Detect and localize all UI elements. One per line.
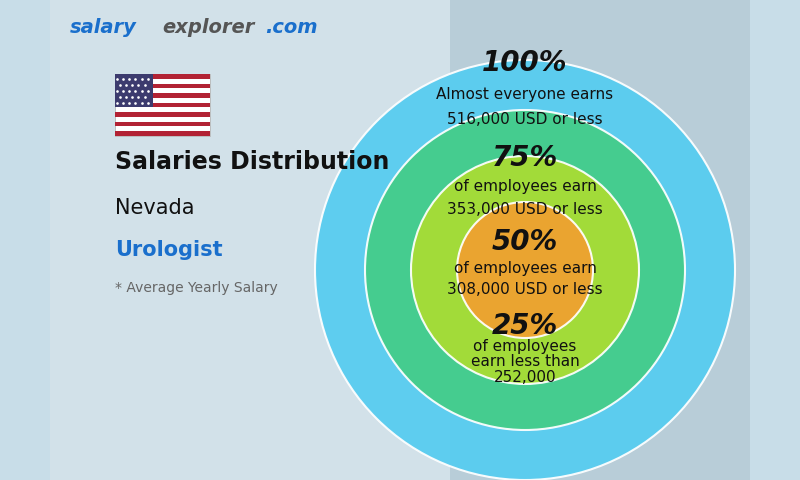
Text: 100%: 100% xyxy=(482,49,568,77)
Circle shape xyxy=(315,60,735,480)
Text: earn less than: earn less than xyxy=(470,355,579,370)
Text: 516,000 USD or less: 516,000 USD or less xyxy=(447,112,603,128)
Text: salary: salary xyxy=(70,18,137,37)
Bar xyxy=(115,103,210,108)
Bar xyxy=(115,74,210,136)
Text: 308,000 USD or less: 308,000 USD or less xyxy=(447,281,603,297)
Text: .com: .com xyxy=(265,18,318,37)
Bar xyxy=(115,131,210,136)
Bar xyxy=(115,122,210,126)
Bar xyxy=(115,112,210,117)
Bar xyxy=(115,74,153,108)
Text: Salaries Distribution: Salaries Distribution xyxy=(115,150,390,174)
Bar xyxy=(50,0,450,480)
Text: of employees: of employees xyxy=(474,338,577,353)
Circle shape xyxy=(365,110,685,430)
Text: * Average Yearly Salary: * Average Yearly Salary xyxy=(115,281,278,295)
Bar xyxy=(115,74,210,79)
Text: Urologist: Urologist xyxy=(115,240,222,260)
Text: 353,000 USD or less: 353,000 USD or less xyxy=(447,203,603,217)
Text: of employees earn: of employees earn xyxy=(454,261,597,276)
Circle shape xyxy=(457,202,593,338)
Text: of employees earn: of employees earn xyxy=(454,180,597,194)
Text: 75%: 75% xyxy=(492,144,558,172)
Text: 50%: 50% xyxy=(492,228,558,256)
Text: Almost everyone earns: Almost everyone earns xyxy=(437,87,614,103)
Text: 252,000: 252,000 xyxy=(494,371,556,385)
Bar xyxy=(115,93,210,98)
Text: explorer: explorer xyxy=(162,18,254,37)
Circle shape xyxy=(411,156,639,384)
Bar xyxy=(115,84,210,88)
Text: 25%: 25% xyxy=(492,312,558,340)
Text: Nevada: Nevada xyxy=(115,198,194,218)
